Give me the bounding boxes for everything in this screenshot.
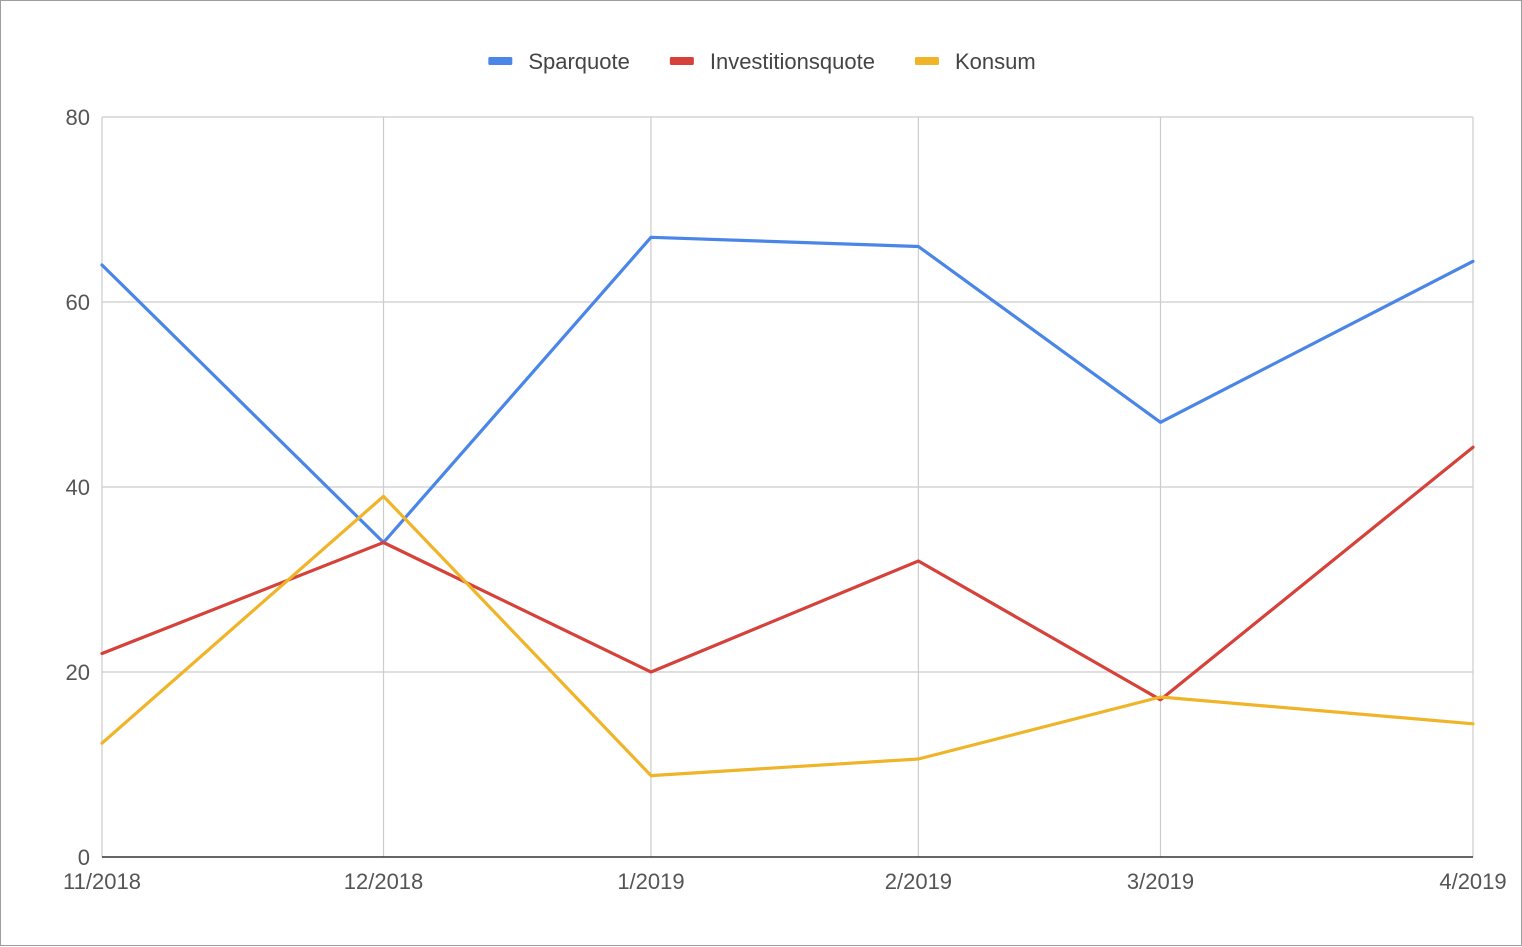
legend-label: Konsum — [955, 49, 1036, 74]
legend-item-sparquote[interactable]: Sparquote — [488, 49, 630, 74]
legend-item-konsum[interactable]: Konsum — [914, 49, 1036, 74]
grid-lines — [101, 116, 1474, 857]
x-tick-label: 3/2019 — [1127, 869, 1194, 894]
legend: Sparquote Investitionsquote Konsum — [488, 49, 1036, 74]
series-line-konsum — [100, 494, 1475, 778]
legend-label: Investitionsquote — [710, 49, 875, 74]
x-tick-label: 1/2019 — [617, 869, 684, 894]
legend-label: Sparquote — [528, 49, 630, 74]
x-tick-label: 12/2018 — [344, 869, 424, 894]
x-tick-label: 4/2019 — [1439, 869, 1506, 894]
legend-item-investitionsquote[interactable]: Investitionsquote — [669, 49, 875, 74]
y-tick-label: 60 — [66, 290, 90, 315]
axes: 0 20 40 60 80 11/2018 12/2018 1/2019 2/2019 3/201… — [63, 105, 1507, 894]
y-tick-label: 40 — [66, 475, 90, 500]
y-tick-label: 80 — [66, 105, 90, 130]
legend-swatch — [914, 57, 939, 65]
series-lines — [100, 235, 1475, 778]
series-line-sparquote — [100, 235, 1475, 545]
x-tick-label: 2/2019 — [885, 869, 952, 894]
y-tick-label: 0 — [78, 845, 90, 870]
legend-swatch — [669, 57, 694, 65]
y-tick-label: 20 — [66, 660, 90, 685]
x-tick-label: 11/2018 — [63, 869, 141, 894]
legend-swatch — [488, 57, 513, 65]
series-line-investitionsquote — [100, 445, 1475, 702]
